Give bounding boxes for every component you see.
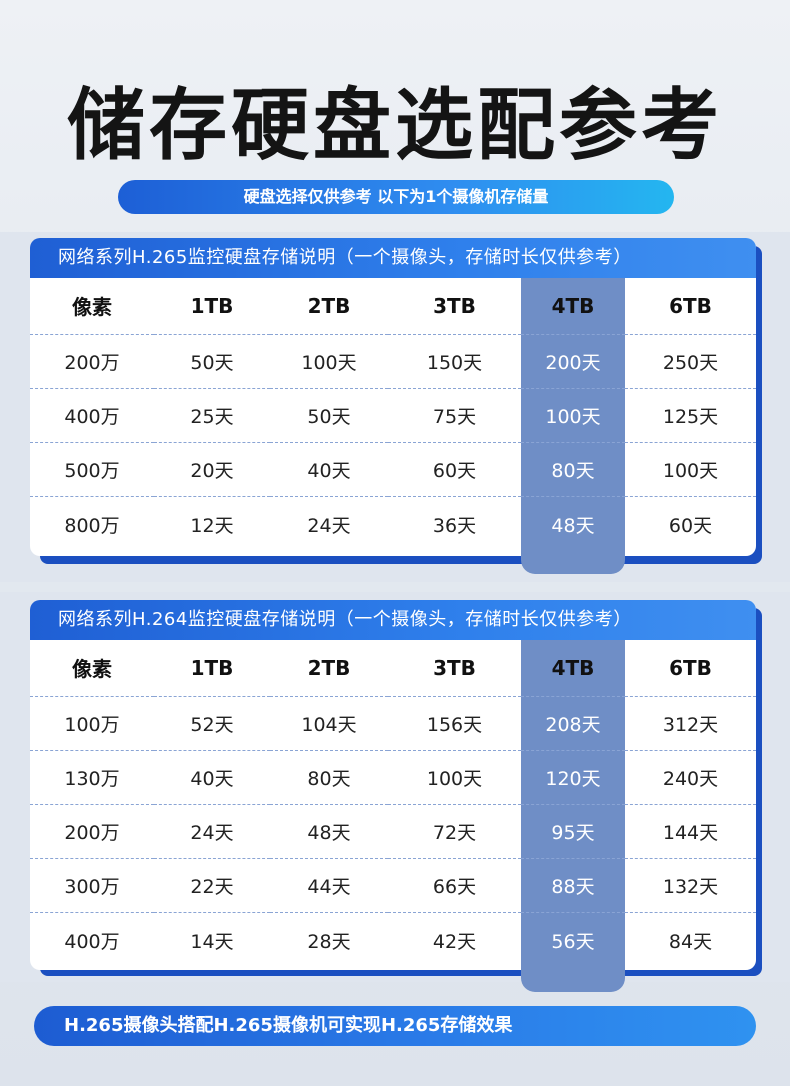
column-header: 2TB [270, 640, 388, 697]
storage-grid: 像素 1TB 2TB 3TB 4TB 6TB 100万 52天 104天 156… [30, 640, 756, 968]
table-header-row: 像素 1TB 2TB 3TB 4TB 6TB [30, 640, 756, 697]
table-cell: 250天 [625, 334, 756, 389]
table-cell: 84天 [668, 930, 713, 953]
table-cell: 24天 [154, 804, 270, 859]
table-row: 100万 52天 104天 156天 208天 312天 [30, 696, 756, 751]
table-cell: 130万 [30, 750, 154, 805]
table-cell: 50天 [154, 334, 270, 389]
table-row: 130万 40天 80天 100天 120天 240天 [30, 750, 756, 805]
column-header: 1TB [154, 640, 270, 697]
table-cell: 120天 [521, 750, 625, 805]
column-header: 3TB [388, 278, 521, 335]
table-row: 200万 50天 100天 150天 200天 250天 [30, 334, 756, 389]
table-cell: 100万 [30, 696, 154, 751]
table-row: 200万 24天 48天 72天 95天 144天 [30, 804, 756, 859]
table-title: 网络系列H.264监控硬盘存储说明（一个摄像头，存储时长仅供参考） [30, 600, 756, 640]
table-cell: 48天 [270, 804, 388, 859]
table-cell: 200万 [30, 334, 154, 389]
column-header: 1TB [154, 278, 270, 335]
table-cell: 28天 [307, 930, 351, 953]
table-cell: 200天 [521, 334, 625, 389]
table-cell: 240天 [625, 750, 756, 805]
table-cell: 80天 [521, 442, 625, 497]
table-cell: 40天 [154, 750, 270, 805]
table-cell: 20天 [154, 442, 270, 497]
table-title: 网络系列H.265监控硬盘存储说明（一个摄像头，存储时长仅供参考） [30, 238, 756, 278]
table-cell: 80天 [270, 750, 388, 805]
table-row: 400万 25天 50天 75天 100天 125天 [30, 388, 756, 443]
table-cell: 42天 [432, 930, 477, 953]
table-cell: 24天 [307, 514, 351, 537]
column-header: 6TB [625, 640, 756, 697]
column-header: 4TB [521, 278, 625, 335]
storage-table-h265: 网络系列H.265监控硬盘存储说明（一个摄像头，存储时长仅供参考） 像素 1TB… [30, 238, 756, 574]
table-cell: 48天 [551, 514, 595, 537]
table-cell: 56天 [551, 930, 595, 953]
table-cell: 14天 [190, 930, 234, 953]
table-cell: 60天 [388, 442, 521, 497]
table-cell: 132天 [625, 858, 756, 913]
table-cell: 500万 [30, 442, 154, 497]
table-cell: 44天 [270, 858, 388, 913]
table-cell: 25天 [154, 388, 270, 443]
subtitle-banner: 硬盘选择仅供参考 以下为1个摄像机存储量 [118, 180, 674, 214]
table-cell: 200万 [30, 804, 154, 859]
table-cell: 66天 [388, 858, 521, 913]
table-cell: 100天 [388, 750, 521, 805]
table-cell: 75天 [388, 388, 521, 443]
table-cell: 95天 [521, 804, 625, 859]
table-cell: 208天 [521, 696, 625, 751]
table-row: 400万 14天 28天 42天 56天 84天 [30, 912, 756, 968]
page-title: 储存硬盘选配参考 [66, 81, 723, 171]
table-cell: 72天 [388, 804, 521, 859]
table-cell: 40天 [270, 442, 388, 497]
table-cell: 22天 [154, 858, 270, 913]
table-cell: 104天 [270, 696, 388, 751]
table-cell: 60天 [668, 514, 713, 537]
table-cell: 52天 [154, 696, 270, 751]
footer-note: H.265摄像头搭配H.265摄像机可实现H.265存储效果 [34, 1006, 756, 1046]
column-header: 2TB [270, 278, 388, 335]
table-cell: 400万 [30, 388, 154, 443]
table-row: 300万 22天 44天 66天 88天 132天 [30, 858, 756, 913]
table-cell: 144天 [625, 804, 756, 859]
table-cell: 100天 [270, 334, 388, 389]
table-cell: 100天 [521, 388, 625, 443]
table-cell: 125天 [625, 388, 756, 443]
table-cell: 800万 [64, 514, 120, 537]
storage-grid: 像素 1TB 2TB 3TB 4TB 6TB 200万 50天 100天 150… [30, 278, 756, 552]
column-header: 4TB [521, 640, 625, 697]
table-cell: 36天 [432, 514, 477, 537]
column-header: 3TB [388, 640, 521, 697]
column-header: 6TB [625, 278, 756, 335]
table-cell: 300万 [30, 858, 154, 913]
table-cell: 312天 [625, 696, 756, 751]
table-cell: 88天 [521, 858, 625, 913]
table-cell: 12天 [190, 514, 234, 537]
table-header-row: 像素 1TB 2TB 3TB 4TB 6TB [30, 278, 756, 335]
table-row: 800万 12天 24天 36天 48天 60天 [30, 496, 756, 552]
table-cell: 150天 [388, 334, 521, 389]
storage-table-h264: 网络系列H.264监控硬盘存储说明（一个摄像头，存储时长仅供参考） 像素 1TB… [30, 600, 756, 992]
table-cell: 400万 [64, 930, 120, 953]
table-cell: 156天 [388, 696, 521, 751]
table-cell: 50天 [270, 388, 388, 443]
table-cell: 100天 [625, 442, 756, 497]
table-row: 500万 20天 40天 60天 80天 100天 [30, 442, 756, 497]
column-header: 像素 [30, 278, 154, 335]
column-header: 像素 [30, 640, 154, 697]
